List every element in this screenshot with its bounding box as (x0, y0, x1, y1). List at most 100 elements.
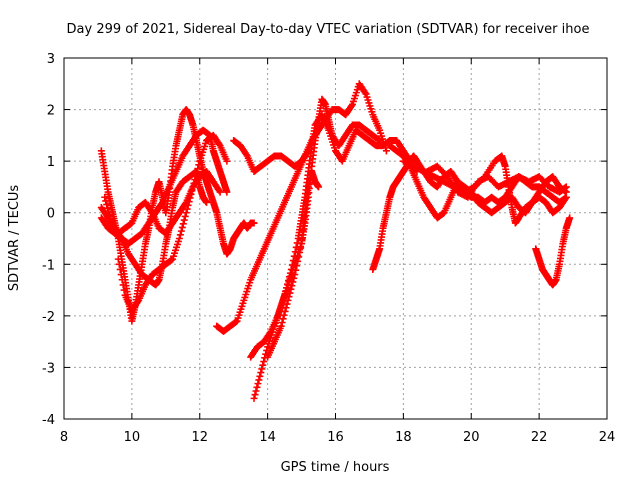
data-point (250, 219, 258, 227)
data-point (223, 188, 231, 196)
data-point (147, 207, 155, 215)
series-sat-e (101, 167, 224, 237)
x-tick-label: 24 (599, 430, 616, 445)
y-tick-label: 1 (47, 155, 55, 170)
data-point (279, 315, 287, 323)
data-point (105, 208, 113, 216)
data-point (253, 383, 261, 391)
data-point (179, 220, 187, 228)
data-point (285, 293, 293, 301)
data-point (561, 195, 569, 203)
data-point (180, 216, 188, 224)
x-axis-label: GPS time / hours (281, 460, 390, 475)
data-point (115, 260, 123, 268)
data-point (256, 372, 264, 380)
data-point (193, 168, 201, 176)
data-point (562, 183, 570, 191)
data-point (304, 147, 312, 155)
data-point (242, 151, 250, 159)
data-point (250, 394, 258, 402)
data-point (283, 300, 291, 308)
y-tick-label: -4 (42, 413, 55, 428)
data-point (176, 231, 184, 239)
series-sat-i (230, 137, 312, 175)
x-tick-label: 8 (60, 430, 68, 445)
series-sat-d (114, 131, 231, 315)
data-point (347, 102, 355, 110)
x-tick-label: 16 (327, 430, 344, 445)
data-point (182, 209, 190, 217)
data-point (157, 200, 165, 208)
data-point (107, 215, 115, 223)
data-point (286, 289, 294, 297)
data-point (284, 276, 292, 284)
data-point (280, 311, 288, 319)
data-point (175, 235, 183, 242)
data-point (194, 165, 202, 173)
data-point (223, 157, 231, 165)
x-tick-label: 12 (191, 430, 208, 445)
data-point (289, 278, 297, 286)
data-point (303, 148, 311, 156)
data-point (287, 285, 295, 293)
data-point (281, 307, 289, 315)
data-point (102, 197, 110, 205)
data-point (361, 89, 369, 97)
data-point (286, 269, 294, 277)
data-point (442, 171, 450, 179)
grid (64, 58, 607, 419)
x-tick-label: 18 (395, 430, 412, 445)
data-point (291, 271, 299, 279)
y-tick-label: -1 (42, 258, 55, 273)
x-tick-label: 10 (124, 430, 141, 445)
series-sat-n (423, 162, 570, 201)
data-point (119, 281, 127, 289)
data-point (134, 298, 142, 306)
x-tick-label: 22 (531, 430, 548, 445)
data-point (284, 296, 292, 304)
data-point (266, 329, 274, 337)
data-point (103, 201, 111, 209)
y-tick-label: 3 (47, 52, 55, 67)
data-point (181, 200, 189, 208)
data-point (259, 361, 267, 369)
data-point (104, 204, 112, 212)
x-tick-label: 14 (259, 430, 276, 445)
data-point (566, 214, 574, 222)
series-sat-g (250, 95, 384, 402)
y-tick-label: -3 (42, 361, 55, 376)
data-point (288, 282, 296, 290)
data-point (260, 358, 268, 366)
data-point (562, 193, 570, 201)
data-point (178, 223, 186, 231)
y-tick-label: 2 (47, 104, 55, 119)
data-point (252, 387, 260, 395)
data-point (382, 147, 390, 155)
x-tick-label: 20 (463, 430, 480, 445)
data-point (284, 280, 292, 288)
series-sat-b (97, 126, 231, 248)
data-point (283, 284, 291, 292)
data-point (296, 248, 304, 256)
series-sat-f (213, 80, 390, 335)
data-point (257, 369, 265, 377)
data-point (251, 391, 259, 399)
series-sat-o (532, 214, 574, 289)
data-point (297, 244, 305, 252)
data-point (255, 376, 263, 384)
y-tick-label: 0 (47, 207, 55, 222)
data-point (117, 271, 125, 279)
data-point (116, 265, 124, 273)
data-point (281, 291, 289, 299)
data-layer (97, 80, 574, 402)
series-sat-j (264, 167, 323, 361)
y-tick-label: -2 (42, 310, 55, 325)
data-point (106, 212, 114, 220)
data-point (215, 140, 223, 148)
data-point (181, 212, 189, 220)
data-point (216, 188, 224, 196)
data-point (114, 255, 122, 263)
data-point (203, 198, 211, 206)
data-point (290, 274, 298, 282)
